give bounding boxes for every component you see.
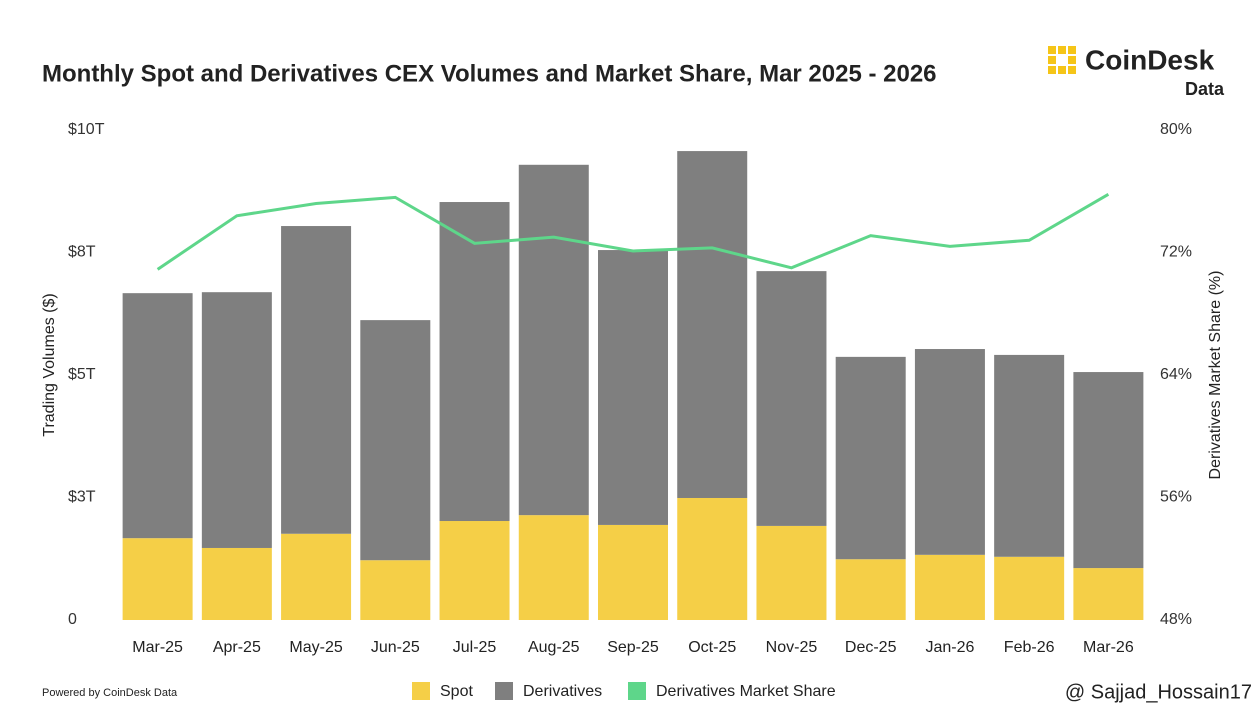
bar-segment <box>914 349 985 555</box>
legend-swatch <box>412 682 430 700</box>
bar-segment <box>122 538 193 620</box>
chart-title: Monthly Spot and Derivatives CEX Volumes… <box>42 60 937 87</box>
bar-segment <box>439 202 510 522</box>
bar-segment <box>201 547 272 620</box>
x-tick-label: Dec-25 <box>845 639 897 656</box>
bar-segment <box>1073 372 1144 569</box>
x-tick-label: Jan-26 <box>925 639 974 656</box>
bar-segment <box>677 151 748 498</box>
brand-sub: Data <box>1185 79 1225 99</box>
x-tick-label: Feb-26 <box>1004 639 1055 656</box>
bar-segment <box>518 164 589 516</box>
y2-tick-label: 48% <box>1160 611 1192 628</box>
bar-segment <box>281 533 352 620</box>
legend-swatch <box>628 682 646 700</box>
x-tick-label: Mar-25 <box>132 639 183 656</box>
bar-segment <box>439 521 510 620</box>
x-tick-label: Oct-25 <box>688 639 736 656</box>
legend-label: Derivatives Market Share <box>656 683 836 700</box>
bar-segment <box>1073 568 1144 620</box>
y2-tick-label: 64% <box>1160 366 1192 383</box>
y2-tick-label: 56% <box>1160 489 1192 506</box>
x-tick-label: Sep-25 <box>607 639 659 656</box>
bar-segment <box>598 524 668 620</box>
brand: CoinDesk <box>1085 44 1215 75</box>
x-tick-label: Apr-25 <box>213 639 261 656</box>
bar-segment <box>201 292 272 548</box>
y-tick-label: $10T <box>68 121 105 138</box>
bar-segment <box>914 554 985 620</box>
watermark: @ Sajjad_Hossain17 <box>1065 681 1252 703</box>
y-tick-label: $5T <box>68 366 96 383</box>
bar-segment <box>835 356 906 560</box>
bar-segment <box>994 556 1065 620</box>
bar-segment <box>360 320 431 561</box>
x-tick-label: Aug-25 <box>528 639 580 656</box>
y2-tick-label: 80% <box>1160 121 1192 138</box>
x-tick-label: Mar-26 <box>1083 639 1134 656</box>
bar-segment <box>598 250 668 525</box>
line <box>156 193 1110 271</box>
legend-label: Spot <box>440 683 473 700</box>
x-tick-label: May-25 <box>289 639 342 656</box>
bar-segment <box>518 515 589 620</box>
bar-segment <box>756 525 827 620</box>
y-tick-label: $3T <box>68 489 96 506</box>
bar-segment <box>994 354 1065 557</box>
bar-segment <box>677 497 748 620</box>
x-tick-label: Jun-25 <box>371 639 420 656</box>
x-tick-label: Jul-25 <box>453 639 497 656</box>
footer: Powered by CoinDesk Data <box>42 687 178 699</box>
y-axis-label: Trading Volumes ($) <box>41 293 58 436</box>
y2-tick-label: 72% <box>1160 244 1192 261</box>
y-tick-label: 0 <box>68 611 77 628</box>
legend-swatch <box>495 682 513 700</box>
legend-label: Derivatives <box>523 683 602 700</box>
bar-segment <box>756 271 827 526</box>
bar-segment <box>122 293 193 539</box>
bar-segment <box>281 226 352 534</box>
bar-segment <box>835 559 906 620</box>
x-tick-label: Nov-25 <box>766 639 818 656</box>
bar-segment <box>360 560 431 620</box>
y-tick-label: $8T <box>68 244 96 261</box>
y2-axis-label: Derivatives Market Share (%) <box>1207 271 1224 480</box>
logo-icon <box>1048 46 1076 74</box>
